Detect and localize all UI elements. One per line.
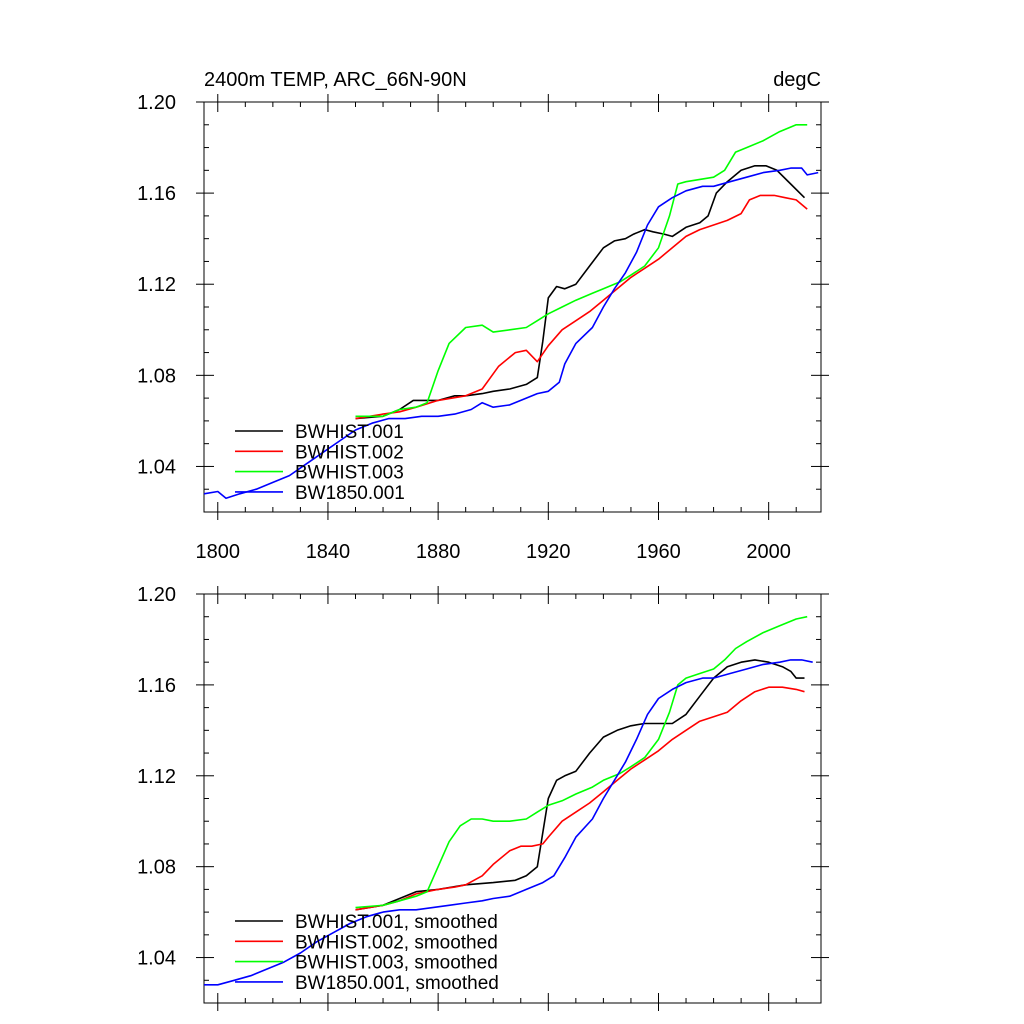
legend-label: BWHIST.002 — [295, 442, 404, 463]
y-tick-label: 1.12 — [137, 766, 176, 788]
y-tick-label: 1.16 — [137, 675, 176, 697]
x-tick-label: 1960 — [636, 541, 681, 563]
series-line-0 — [355, 165, 806, 420]
chart-title: 2400m TEMP, ARC_66N-90N — [204, 69, 467, 91]
y-tick-label: 1.04 — [137, 456, 176, 478]
x-tick-label: 1800 — [196, 541, 241, 563]
bottom-panel: 1.20 1.16 1.12 1.08 1.04 BWHIST.001, smoothed… — [137, 584, 829, 1011]
y-tick-label: 1.08 — [137, 857, 176, 879]
series-line-1 — [355, 686, 805, 911]
series-line-2 — [355, 124, 808, 418]
y-tick-label: 1.20 — [137, 92, 176, 114]
legend-label: BWHIST.001, smoothed — [295, 912, 498, 933]
series-line-2 — [355, 615, 808, 909]
legend-label: BW1850.001, smoothed — [295, 973, 499, 994]
legend-label: BW1850.001 — [295, 483, 405, 504]
series-line-1 — [355, 194, 808, 420]
x-tick-label: 1920 — [526, 541, 571, 563]
y-tick-label: 1.04 — [137, 948, 176, 970]
legend-label: BWHIST.002, smoothed — [295, 932, 498, 953]
y-tick-label: 1.08 — [137, 365, 176, 387]
series-line-3 — [203, 167, 819, 500]
series-line-0 — [355, 659, 805, 911]
top-panel: 1800 1840 1880 1920 1960 2000 1.20 1.16 1.12 1.08… — [137, 92, 829, 563]
x-tick-label: 1840 — [306, 541, 351, 563]
x-tick-label: 1880 — [416, 541, 461, 563]
series-line-3 — [204, 659, 813, 986]
y-tick-label: 1.20 — [137, 584, 176, 606]
legend-label: BWHIST.003 — [295, 463, 404, 484]
y-tick-label: 1.16 — [137, 183, 176, 205]
legend-label: BWHIST.003, smoothed — [295, 953, 498, 974]
x-tick-label: 2000 — [746, 541, 791, 563]
y-tick-label: 1.12 — [137, 274, 176, 296]
chart-units: degC — [773, 69, 821, 91]
legend-label: BWHIST.001 — [295, 422, 404, 443]
